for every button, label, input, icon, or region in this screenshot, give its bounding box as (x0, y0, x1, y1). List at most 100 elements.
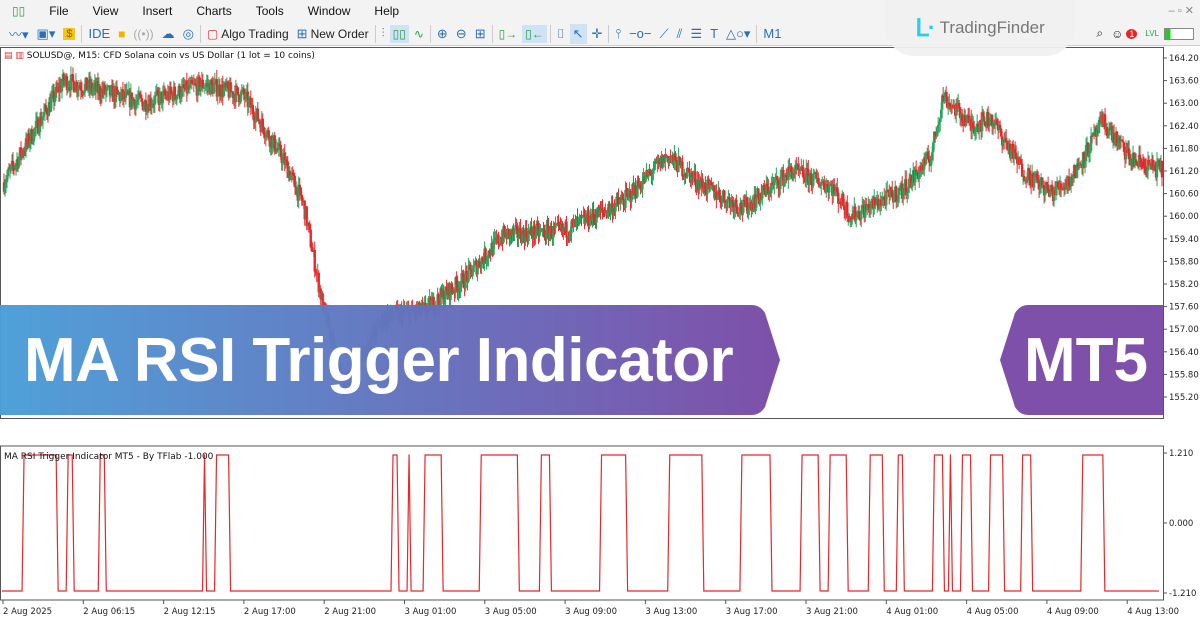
menu-charts[interactable]: Charts (196, 4, 232, 18)
candle-body (779, 177, 782, 190)
menu-insert[interactable]: Insert (142, 4, 173, 18)
vertical-line-icon[interactable]: ⫯ (615, 25, 622, 41)
channel-icon[interactable]: ⫽ (676, 25, 683, 41)
candle-body (569, 233, 572, 236)
text-icon[interactable]: T (710, 26, 719, 41)
candle-body (806, 167, 809, 170)
candlestick-icon[interactable]: ▯▯ (389, 24, 409, 43)
shapes-icon[interactable]: △○▾ (726, 25, 751, 41)
lvl-icon[interactable]: LVL (1145, 29, 1159, 38)
candle-body (11, 160, 15, 166)
candle-body (802, 167, 805, 178)
candle-body (309, 229, 312, 248)
candle-body (65, 76, 69, 91)
line-chart-icon[interactable]: 〰▾ (9, 27, 29, 42)
candle-body (76, 89, 80, 92)
candle-body (651, 173, 654, 177)
fibonacci-icon[interactable]: ☰ (690, 25, 703, 41)
candle-body (534, 235, 537, 239)
candle-body (1148, 162, 1152, 166)
horizontal-line-icon[interactable]: −o− (629, 26, 652, 41)
autoscroll-icon[interactable]: ▯→ (498, 26, 518, 41)
candle-body (817, 177, 820, 185)
candle-body (249, 97, 252, 108)
vps-icon[interactable]: ◎ (182, 25, 194, 41)
cursor-icon[interactable]: ↖ (569, 23, 587, 44)
candle-body (785, 174, 788, 178)
candle-body (1052, 190, 1056, 202)
candle-body (1075, 163, 1079, 178)
candle-body (194, 83, 198, 85)
candle-body (41, 116, 45, 121)
candle-body (247, 99, 250, 107)
candle-body (218, 84, 222, 97)
menu-file[interactable]: File (49, 4, 69, 18)
candle-body (677, 156, 680, 173)
candle-body (965, 115, 969, 123)
bar-chart-icon[interactable]: ⫶ (381, 26, 385, 40)
indicator-tick-label: 1.210 (1169, 449, 1193, 459)
notifications-icon[interactable]: ☺ 1 (1108, 25, 1140, 43)
menu-help[interactable]: Help (374, 4, 400, 18)
time-tick-label: 2 Aug 12:15 (164, 607, 216, 617)
time-tick-label: 4 Aug 01:00 (886, 607, 938, 617)
candle-body (1029, 185, 1033, 187)
candle-body (313, 249, 316, 272)
candle-body (1095, 130, 1099, 137)
grid-icon[interactable]: ⊞ (474, 25, 486, 41)
ide-button[interactable]: IDE (88, 26, 111, 41)
signal-strength-bar (1164, 27, 1194, 40)
candle-body (305, 206, 308, 227)
candle-body (846, 202, 849, 219)
chart-shift-icon[interactable]: ▯← (522, 24, 547, 43)
candle-body (1091, 132, 1095, 136)
window-controls[interactable]: – ▫ ✕ (1168, 5, 1194, 17)
candle-body (1079, 164, 1083, 166)
candle-body (908, 178, 911, 188)
new-order-button[interactable]: ⊞ New Order (296, 25, 369, 41)
candle-body (85, 77, 89, 91)
candle-body (629, 190, 632, 202)
timeframe-m1[interactable]: M1 (763, 26, 782, 41)
candle-body (866, 205, 869, 210)
candle-body (938, 118, 942, 123)
market-icon[interactable]: $ (60, 26, 78, 42)
candle-body (297, 184, 300, 201)
candle-body (647, 171, 650, 177)
candle-body (902, 188, 905, 199)
chart-template-icon[interactable]: ▣▾ (36, 25, 56, 41)
candle-body (98, 86, 102, 97)
candle-body (738, 212, 741, 214)
candle-body (317, 272, 320, 293)
signal-icon[interactable]: ((•)) (133, 26, 154, 41)
candle-body (198, 77, 202, 92)
screenshot-icon[interactable]: ⌷ (556, 25, 565, 41)
candle-body (690, 172, 693, 183)
menu-window[interactable]: Window (307, 4, 351, 18)
candle-body (794, 165, 797, 174)
candle-body (686, 167, 689, 177)
algo-trading-button[interactable]: ▢ Algo Trading (206, 26, 289, 41)
menu-view[interactable]: View (92, 4, 119, 18)
crosshair-icon[interactable]: ✛ (591, 25, 603, 41)
search-icon[interactable]: ⌕ (1096, 26, 1104, 40)
candle-body (836, 187, 839, 193)
candle-body (216, 92, 220, 97)
line-icon[interactable]: ∿ (413, 26, 424, 41)
candle-body (261, 118, 264, 128)
candle-body (1012, 149, 1016, 159)
candle-body (1046, 184, 1050, 191)
candle-body (497, 235, 500, 245)
zoom-in-icon[interactable]: ⊕ (436, 25, 448, 41)
shop-icon[interactable]: ■ (118, 26, 126, 41)
candle-body (735, 199, 738, 207)
candle-body (983, 121, 987, 126)
zoom-out-icon[interactable]: ⊖ (455, 25, 467, 41)
candle-body (858, 211, 861, 220)
candle-body (622, 199, 625, 205)
menu-tools[interactable]: Tools (255, 4, 284, 18)
candle-body (86, 89, 90, 91)
candle-body (668, 158, 671, 164)
cloud-icon[interactable]: ☁ (161, 25, 175, 41)
trendline-icon[interactable]: ⟋ (659, 25, 669, 41)
